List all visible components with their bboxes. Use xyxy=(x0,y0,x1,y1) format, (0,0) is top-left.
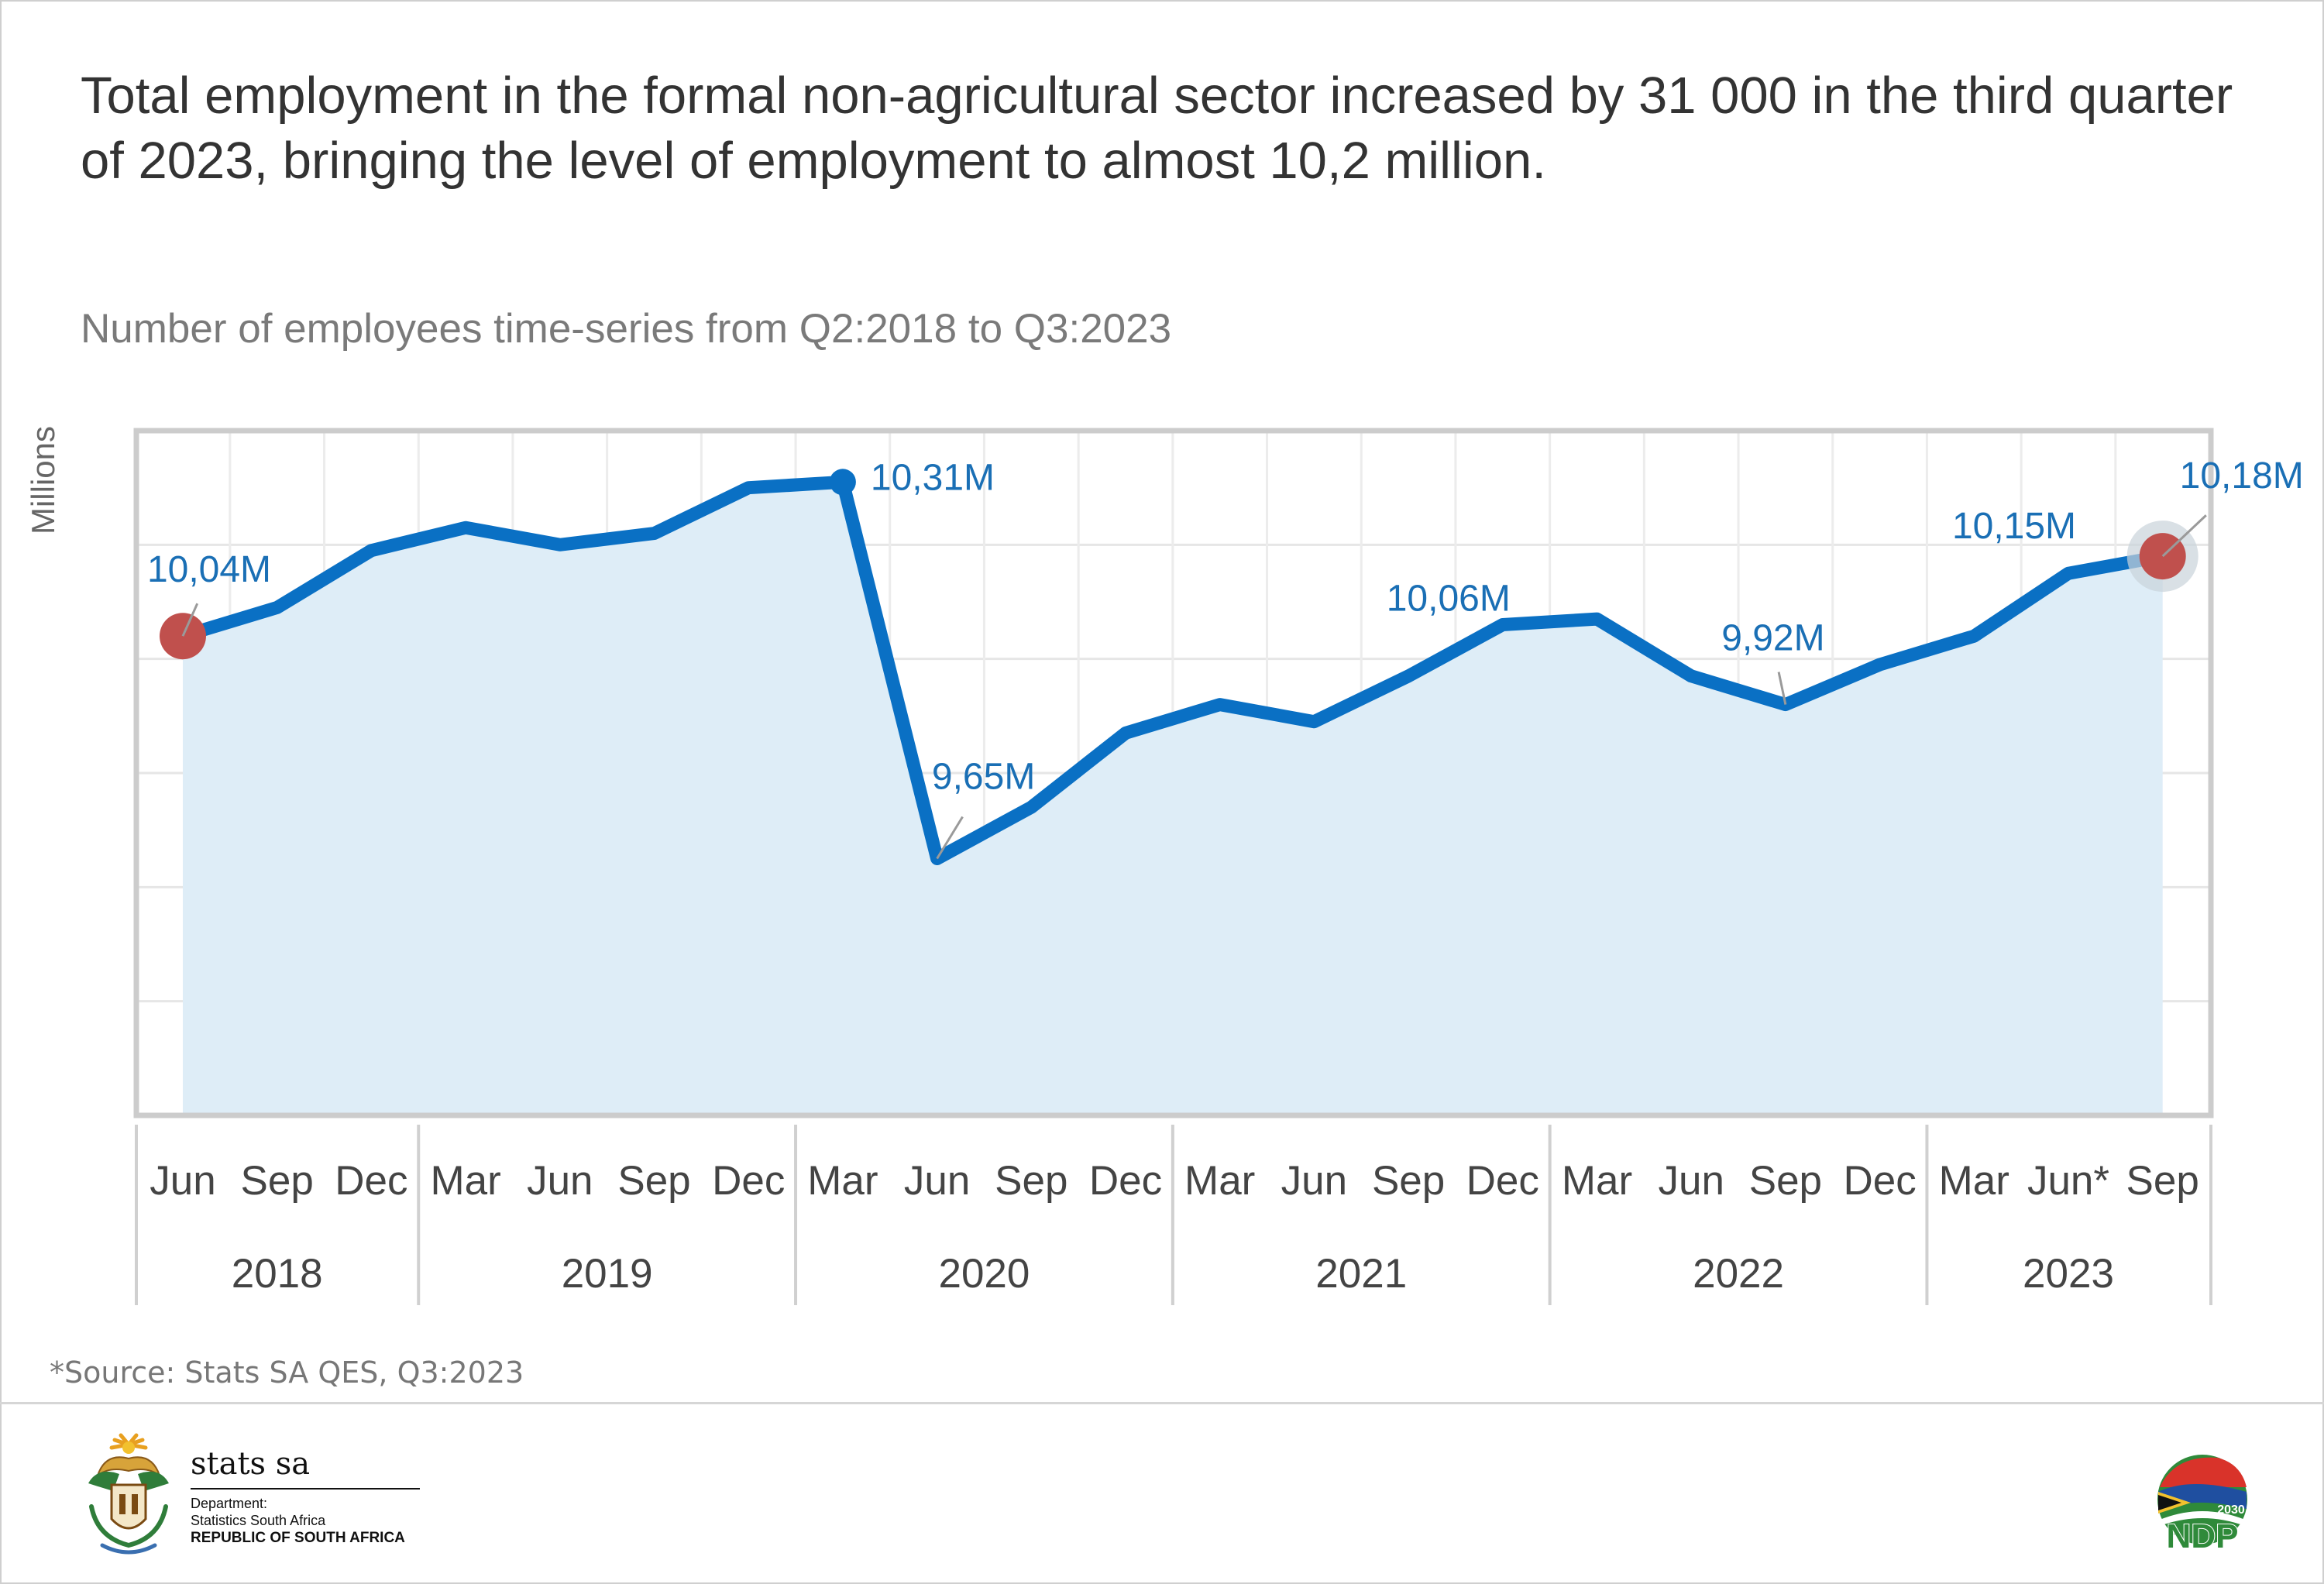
x-tick-label: Jun xyxy=(904,1158,970,1204)
x-year-label: 2020 xyxy=(938,1251,1030,1297)
x-year-label: 2019 xyxy=(562,1251,653,1297)
y-axis-label: Millions xyxy=(25,426,61,534)
x-tick-label: Jun xyxy=(527,1158,593,1204)
republic-name: REPUBLIC OF SOUTH AFRICA xyxy=(191,1530,405,1546)
x-tick-label: Dec xyxy=(1466,1158,1539,1204)
x-year-label: 2021 xyxy=(1315,1251,1407,1297)
x-tick-label: Mar xyxy=(1562,1158,1632,1204)
department-label: Department: xyxy=(191,1496,268,1511)
x-tick-label: Mar xyxy=(1939,1158,2009,1204)
data-label: 10,06M xyxy=(1387,578,1511,619)
x-tick-label: Jun xyxy=(1281,1158,1347,1204)
x-tick-label: Sep xyxy=(1372,1158,1445,1204)
x-tick-label: Mar xyxy=(430,1158,500,1204)
chart-subtitle: Number of employees time-series from Q2:… xyxy=(81,306,1172,352)
annotation-leader xyxy=(2161,514,2207,558)
x-year-label: 2018 xyxy=(232,1251,323,1297)
ndp-text: NDP xyxy=(2167,1517,2239,1555)
stats-sa-rule xyxy=(191,1488,420,1490)
x-tick-label: Dec xyxy=(712,1158,785,1204)
ndp-year: 2030 xyxy=(2217,1503,2245,1517)
x-tick-label: Dec xyxy=(1843,1158,1916,1204)
point-marker xyxy=(829,469,856,496)
stats-sa-name: stats sa xyxy=(191,1446,311,1482)
data-label: 9,65M xyxy=(932,757,1035,798)
x-tick-label: Mar xyxy=(807,1158,878,1204)
x-tick-label: Dec xyxy=(335,1158,407,1204)
x-tick-label: Sep xyxy=(2126,1158,2199,1204)
ndp-2030-logo: 2030 NDP xyxy=(2144,1448,2260,1557)
plot-border xyxy=(133,428,2214,1118)
coat-of-arms-icon xyxy=(88,1433,169,1555)
source-note: *Source: Stats SA QES, Q3:2023 xyxy=(50,1356,524,1390)
stats-sa-logo: stats sa Department: Statistics South Af… xyxy=(74,1429,431,1561)
series-area xyxy=(183,482,2163,1115)
ndp-logo-icon: 2030 NDP xyxy=(2157,1455,2247,1556)
x-tick-label: Sep xyxy=(1749,1158,1822,1204)
x-tick-label: Jun xyxy=(150,1158,215,1204)
data-label: 10,31M xyxy=(871,457,995,498)
x-year-label: 2022 xyxy=(1693,1251,1784,1297)
annotation-leader xyxy=(181,603,199,637)
data-label: 9,92M xyxy=(1721,618,1824,659)
footer-divider xyxy=(0,1402,2324,1404)
x-tick-label: Mar xyxy=(1184,1158,1255,1204)
employment-chart: Millions Jun Sep Dec Mar Jun Sep Dec Mar Jun Sep De… xyxy=(25,426,2304,1305)
annotation-leader xyxy=(936,816,964,860)
x-tick-label: Sep xyxy=(241,1158,314,1204)
series-line xyxy=(176,475,2170,865)
annotation-leader xyxy=(1777,672,1787,705)
x-tick-label: Dec xyxy=(1089,1158,1162,1204)
x-tick-label: Sep xyxy=(617,1158,690,1204)
data-label: 10,15M xyxy=(1952,506,2076,547)
x-year-label: 2023 xyxy=(2023,1251,2114,1297)
x-tick-label: Jun* xyxy=(2027,1158,2109,1204)
x-tick-label: Sep xyxy=(995,1158,1067,1204)
department-name: Statistics South Africa xyxy=(191,1513,326,1528)
data-label: 10,04M xyxy=(147,549,271,590)
data-label: 10,18M xyxy=(2180,455,2304,497)
x-tick-label: Jun xyxy=(1658,1158,1724,1204)
headline: Total employment in the formal non-agric… xyxy=(81,67,2233,190)
